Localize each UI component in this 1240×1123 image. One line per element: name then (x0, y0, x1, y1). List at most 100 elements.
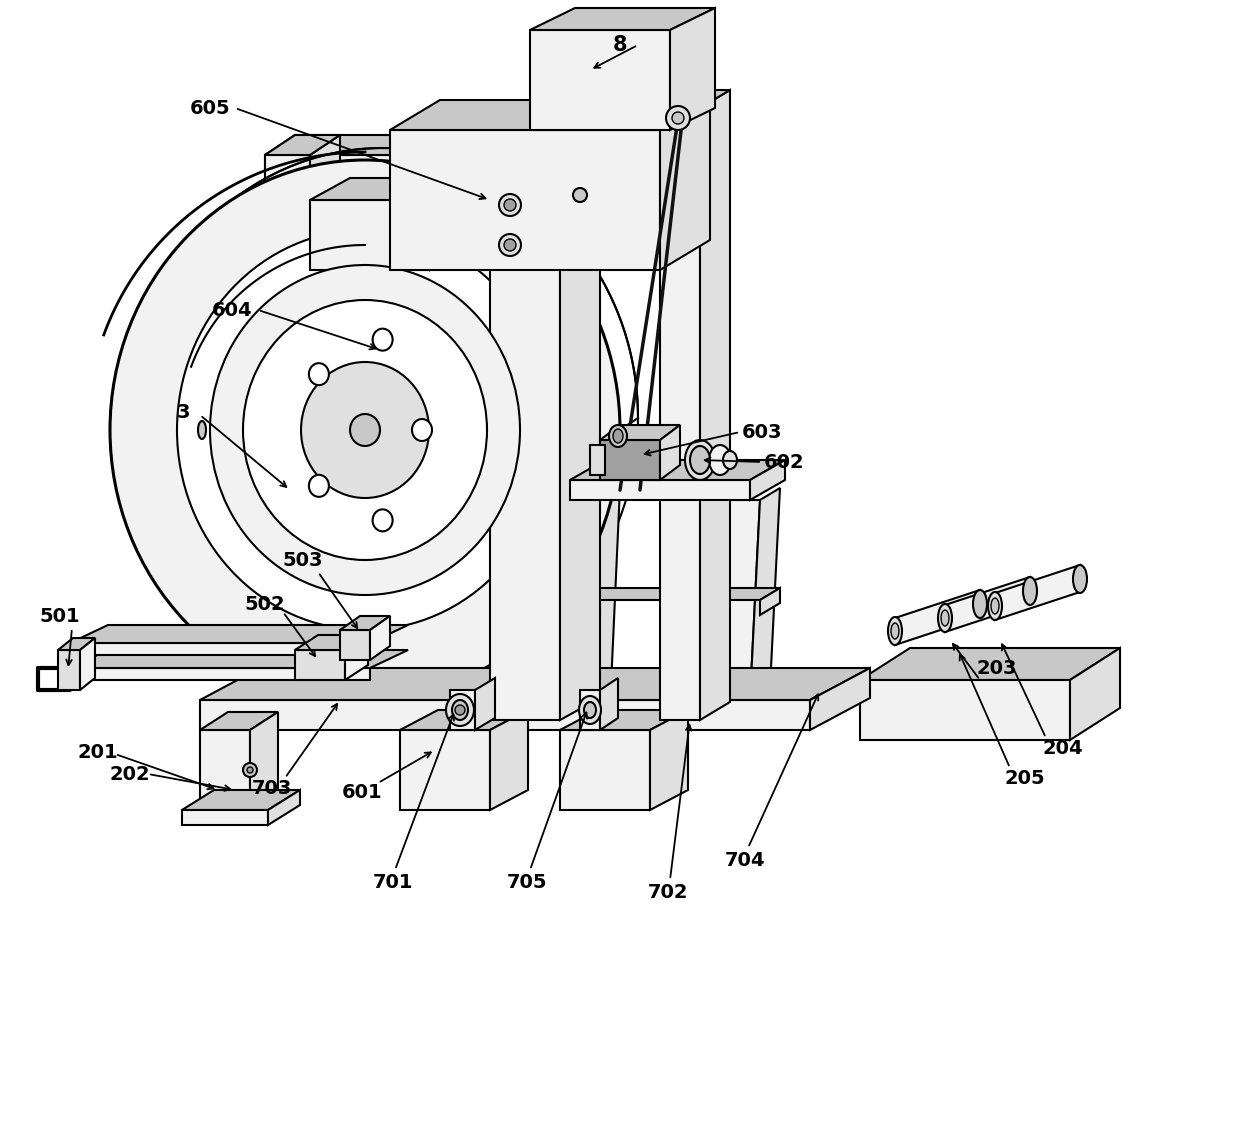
Text: 8: 8 (613, 35, 627, 55)
Polygon shape (861, 648, 1120, 681)
Ellipse shape (198, 421, 206, 439)
Polygon shape (490, 130, 560, 720)
Polygon shape (570, 480, 750, 500)
Text: 604: 604 (212, 301, 252, 320)
Ellipse shape (709, 445, 732, 475)
Ellipse shape (937, 604, 952, 632)
Ellipse shape (991, 599, 999, 614)
Polygon shape (58, 650, 81, 690)
Polygon shape (58, 638, 95, 650)
Polygon shape (560, 730, 650, 810)
Polygon shape (650, 710, 688, 810)
Polygon shape (340, 617, 391, 630)
Circle shape (498, 194, 521, 216)
Polygon shape (250, 712, 278, 810)
Polygon shape (750, 489, 780, 700)
Polygon shape (580, 690, 600, 730)
Polygon shape (994, 565, 1080, 620)
Polygon shape (69, 668, 370, 681)
Text: 205: 205 (1004, 768, 1045, 787)
Text: 704: 704 (724, 850, 765, 869)
Polygon shape (570, 460, 785, 480)
Polygon shape (660, 90, 730, 108)
Ellipse shape (941, 610, 949, 626)
Text: 603: 603 (742, 422, 782, 441)
Ellipse shape (301, 362, 429, 497)
Circle shape (247, 767, 253, 773)
Polygon shape (475, 678, 495, 730)
Polygon shape (391, 130, 660, 270)
Polygon shape (265, 135, 460, 155)
Polygon shape (600, 440, 660, 480)
Ellipse shape (412, 419, 432, 441)
Ellipse shape (579, 696, 601, 724)
Polygon shape (750, 460, 785, 500)
Ellipse shape (110, 159, 620, 700)
Ellipse shape (723, 451, 737, 469)
Polygon shape (370, 617, 391, 660)
Ellipse shape (309, 363, 329, 385)
Ellipse shape (350, 414, 379, 446)
Text: 701: 701 (373, 874, 413, 893)
Ellipse shape (988, 592, 1002, 620)
Text: 3: 3 (176, 403, 190, 422)
Text: 601: 601 (342, 784, 382, 803)
Text: 602: 602 (764, 453, 805, 472)
Ellipse shape (689, 446, 711, 474)
Text: 204: 204 (1043, 739, 1084, 758)
Text: 203: 203 (977, 658, 1017, 677)
Ellipse shape (1073, 565, 1087, 593)
Polygon shape (430, 610, 460, 675)
Polygon shape (340, 630, 370, 660)
Polygon shape (945, 577, 1030, 632)
Text: 702: 702 (647, 884, 688, 903)
Ellipse shape (243, 300, 487, 560)
Text: 605: 605 (190, 99, 231, 118)
Circle shape (455, 705, 465, 715)
Circle shape (666, 106, 689, 130)
Ellipse shape (210, 265, 520, 595)
Polygon shape (570, 588, 780, 600)
Polygon shape (200, 700, 810, 730)
Text: 502: 502 (244, 595, 285, 614)
Polygon shape (895, 590, 980, 645)
Polygon shape (81, 638, 95, 690)
Polygon shape (560, 108, 600, 720)
Polygon shape (490, 710, 528, 810)
Polygon shape (265, 155, 430, 200)
Polygon shape (810, 668, 870, 730)
Polygon shape (861, 681, 1070, 740)
Polygon shape (295, 650, 345, 681)
Polygon shape (560, 710, 688, 730)
Text: 503: 503 (283, 550, 324, 569)
Polygon shape (69, 626, 408, 643)
Ellipse shape (613, 429, 622, 442)
Polygon shape (529, 30, 670, 130)
Polygon shape (200, 712, 278, 730)
Polygon shape (570, 600, 600, 615)
Ellipse shape (446, 694, 474, 725)
Ellipse shape (584, 702, 596, 718)
Polygon shape (660, 100, 711, 270)
Ellipse shape (177, 230, 553, 630)
Ellipse shape (609, 424, 627, 447)
Text: 202: 202 (109, 765, 150, 784)
Polygon shape (310, 179, 470, 200)
Polygon shape (720, 500, 760, 700)
Text: 501: 501 (40, 608, 81, 627)
Polygon shape (670, 8, 715, 130)
Polygon shape (529, 8, 715, 30)
Ellipse shape (1023, 577, 1037, 605)
Ellipse shape (892, 623, 899, 639)
Ellipse shape (453, 700, 467, 720)
Polygon shape (450, 690, 475, 730)
Circle shape (672, 112, 684, 124)
Polygon shape (430, 135, 460, 200)
Polygon shape (69, 643, 370, 655)
Polygon shape (701, 90, 730, 720)
Polygon shape (401, 710, 528, 730)
Polygon shape (430, 179, 470, 270)
Polygon shape (660, 108, 701, 720)
Polygon shape (760, 588, 780, 615)
Circle shape (573, 188, 587, 202)
